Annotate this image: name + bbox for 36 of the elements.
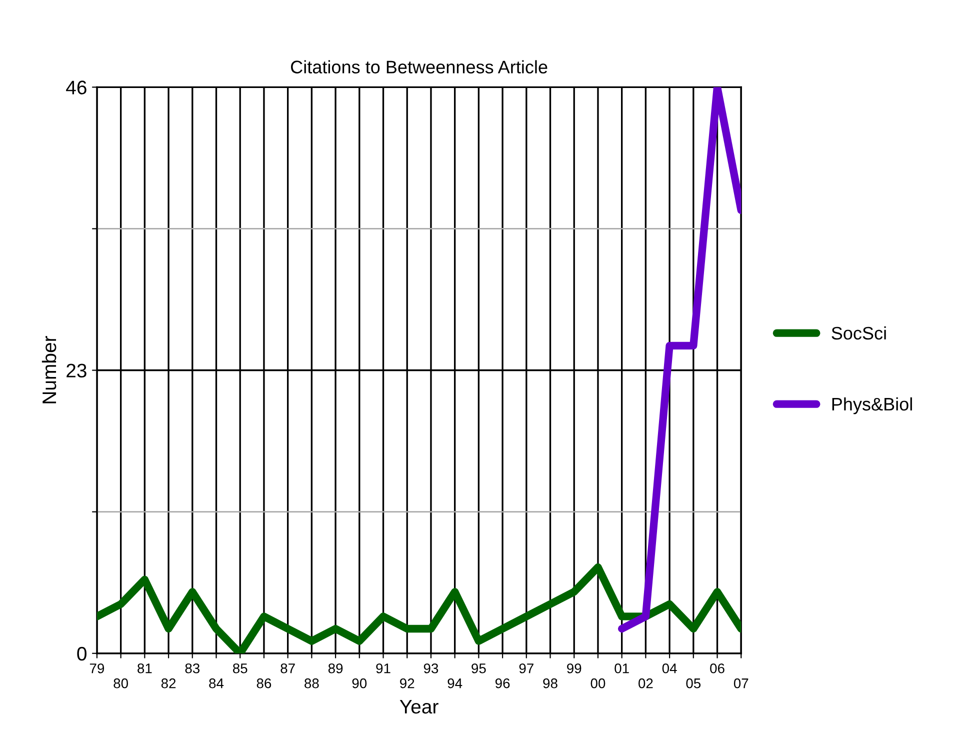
- x-tick-label: 90: [352, 678, 367, 688]
- x-tick-label: 87: [280, 663, 295, 674]
- chart-title: Citations to Betweenness Article: [291, 60, 548, 74]
- y-tick-label: 23: [66, 364, 86, 378]
- x-tick-label: 85: [232, 663, 248, 674]
- x-tick-label: 86: [256, 678, 272, 688]
- x-tick-label: 94: [448, 678, 462, 688]
- x-tick-label: 99: [567, 663, 582, 674]
- x-tick-label: 89: [328, 663, 343, 674]
- x-tick-label: 97: [519, 663, 534, 674]
- y-axis-title: Number: [42, 336, 56, 404]
- x-tick-label: 96: [495, 678, 510, 688]
- x-tick-label: 07: [734, 678, 748, 688]
- x-tick-label: 91: [376, 663, 390, 674]
- x-tick-label: 95: [472, 663, 486, 674]
- x-tick-label: 98: [543, 678, 558, 688]
- x-tick-label: 92: [400, 678, 414, 688]
- x-tick-label: 04: [662, 663, 677, 674]
- x-tick-label: 84: [209, 678, 224, 688]
- x-tick-label: 01: [614, 663, 629, 674]
- x-tick-label: 79: [90, 663, 104, 674]
- x-tick-label: 00: [590, 678, 606, 688]
- x-tick-label: 80: [114, 678, 128, 688]
- x-tick-label: 02: [638, 678, 653, 688]
- x-tick-label: 05: [686, 678, 701, 688]
- x-tick-label: 82: [161, 678, 176, 688]
- x-tick-label: 88: [304, 678, 319, 688]
- legend-label: Phys&Biol: [832, 397, 912, 414]
- y-tick-label: 46: [66, 80, 86, 94]
- x-tick-label: 83: [185, 663, 200, 674]
- x-tick-label: 81: [138, 663, 152, 674]
- legend-label: SocSci: [832, 326, 886, 340]
- y-tick-label: 0: [77, 646, 86, 661]
- x-axis-title: Year: [400, 700, 438, 714]
- x-tick-label: 93: [424, 663, 438, 674]
- x-tick-label: 06: [710, 663, 724, 674]
